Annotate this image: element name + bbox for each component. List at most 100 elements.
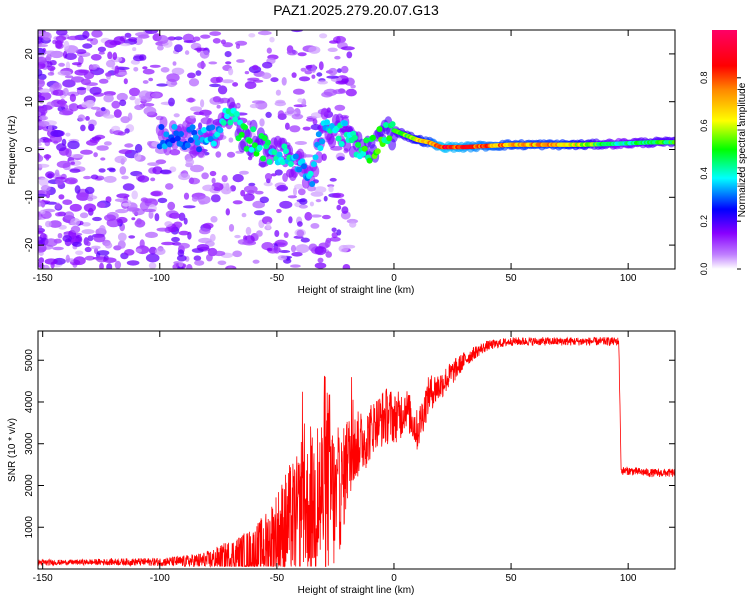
heatmap-ridge-core [178, 131, 185, 137]
heatmap-noise-blob [128, 235, 136, 239]
heatmap-noise-blob [228, 67, 234, 76]
heatmap-noise-blob [307, 185, 316, 192]
heatmap-noise-blob [119, 166, 127, 175]
heatmap-noise-blob [77, 114, 86, 122]
heatmap-noise-blob [336, 229, 342, 236]
heatmap-noise-blob [217, 85, 228, 95]
heatmap-noise-blob [103, 257, 117, 264]
heatmap-noise-blob [84, 82, 99, 86]
heatmap-noise-blob [107, 51, 113, 60]
heatmap-noise-blob [103, 141, 112, 146]
heatmap-ridge-core [279, 159, 286, 166]
x-tick-label: -50 [270, 573, 285, 584]
heatmap-noise-blob [183, 217, 188, 225]
heatmap-noise-blob [177, 249, 185, 257]
heatmap-noise-blob [331, 232, 338, 239]
heatmap-ridge-core [319, 138, 326, 145]
heatmap-noise-blob [206, 254, 213, 262]
heatmap-noise-blob [156, 83, 168, 87]
heatmap-noise-blob [82, 30, 90, 39]
heatmap-noise-blob [44, 50, 57, 55]
heatmap-noise-blob [127, 112, 133, 121]
heatmap-noise-blob [129, 96, 136, 101]
heatmap-noise-blob [253, 210, 265, 216]
heatmap-noise-blob [121, 202, 132, 207]
heatmap-ridge-core [256, 144, 263, 151]
heatmap-noise-blob [86, 139, 98, 146]
heatmap-noise-blob [105, 59, 116, 68]
heatmap-ridge-core [260, 155, 267, 162]
heatmap-noise-blob [104, 242, 113, 249]
heatmap-noise-blob [294, 183, 305, 190]
heatmap-noise-blob [38, 73, 47, 81]
heatmap-noise-blob [291, 113, 304, 120]
heatmap-noise-blob [59, 98, 66, 108]
x-tick-label: -100 [150, 573, 170, 584]
heatmap-noise-blob [70, 154, 84, 158]
heatmap-noise-blob [38, 95, 46, 102]
heatmap-noise-blob [346, 51, 353, 59]
heatmap-noise-blob [147, 162, 160, 167]
heatmap-noise-blob [38, 200, 46, 207]
heatmap-ridge-core [281, 143, 288, 150]
heatmap-noise-blob [321, 153, 327, 161]
y-tick-label: 0 [24, 146, 35, 152]
heatmap-ridge-core [232, 116, 239, 123]
heatmap-noise-blob [336, 68, 342, 73]
heatmap-noise-blob [345, 88, 357, 97]
heatmap-noise-blob [38, 138, 44, 143]
heatmap-noise-blob [275, 89, 281, 96]
heatmap-ridge-core [243, 145, 250, 152]
heatmap-noise-blob [138, 90, 152, 100]
heatmap-noise-blob [286, 49, 298, 56]
heatmap-noise-blob [38, 177, 50, 187]
heatmap-noise-blob [273, 246, 281, 254]
heatmap-noise-blob [55, 40, 63, 49]
heatmap-noise-blob [116, 208, 125, 213]
heatmap-noise-blob [252, 259, 260, 264]
x-tick-label: 100 [620, 573, 637, 584]
heatmap-noise-blob [157, 45, 164, 51]
heatmap-noise-blob [45, 220, 52, 228]
heatmap-noise-blob [86, 85, 91, 91]
heatmap-noise-blob [210, 216, 218, 223]
heatmap-noise-blob [283, 232, 289, 238]
heatmap-noise-blob [193, 255, 202, 261]
heatmap-noise-blob [38, 163, 50, 168]
heatmap-noise-blob [244, 71, 250, 75]
heatmap-noise-blob [113, 109, 122, 118]
heatmap-noise-blob [124, 128, 130, 134]
heatmap-ridge-core [383, 122, 389, 128]
heatmap-noise-blob [91, 30, 103, 38]
heatmap-noise-blob [38, 36, 43, 44]
heatmap-noise-blob [169, 149, 181, 156]
heatmap-noise-blob [274, 230, 280, 237]
heatmap-noise-blob [332, 192, 345, 199]
heatmap-noise-blob [170, 81, 178, 86]
heatmap-noise-blob [47, 124, 53, 132]
heatmap-noise-blob [119, 99, 127, 107]
heatmap-ridge-core [299, 158, 306, 165]
heatmap-noise-blob [142, 103, 155, 107]
heatmap-ridge-core [209, 124, 216, 131]
heatmap-noise-blob [323, 195, 328, 202]
heatmap-noise-blob [73, 256, 86, 266]
heatmap-ridge-core [166, 141, 173, 148]
colorbar-axis: 0.0 0.2 0.4 0.6 0.8 [699, 72, 741, 275]
heatmap-noise-blob [198, 122, 203, 130]
heatmap-noise-blob [329, 236, 341, 242]
heatmap-noise-blob [195, 70, 202, 76]
heatmap-noise-blob [90, 106, 101, 110]
heatmap-ridge-core [189, 124, 196, 131]
heatmap-noise-blob [67, 35, 81, 41]
heatmap-noise-blob [297, 52, 307, 57]
heatmap-noise-blob [123, 78, 128, 85]
heatmap-ridge-core [246, 138, 253, 144]
heatmap-noise-blob [171, 236, 180, 243]
heatmap-noise-blob [96, 202, 106, 209]
heatmap-noise-blob [150, 191, 162, 197]
heatmap-noise-blob [244, 81, 257, 89]
heatmap-ridge-core [287, 161, 294, 167]
heatmap-noise-blob [122, 183, 135, 191]
heatmap-ridge-core [324, 119, 330, 126]
